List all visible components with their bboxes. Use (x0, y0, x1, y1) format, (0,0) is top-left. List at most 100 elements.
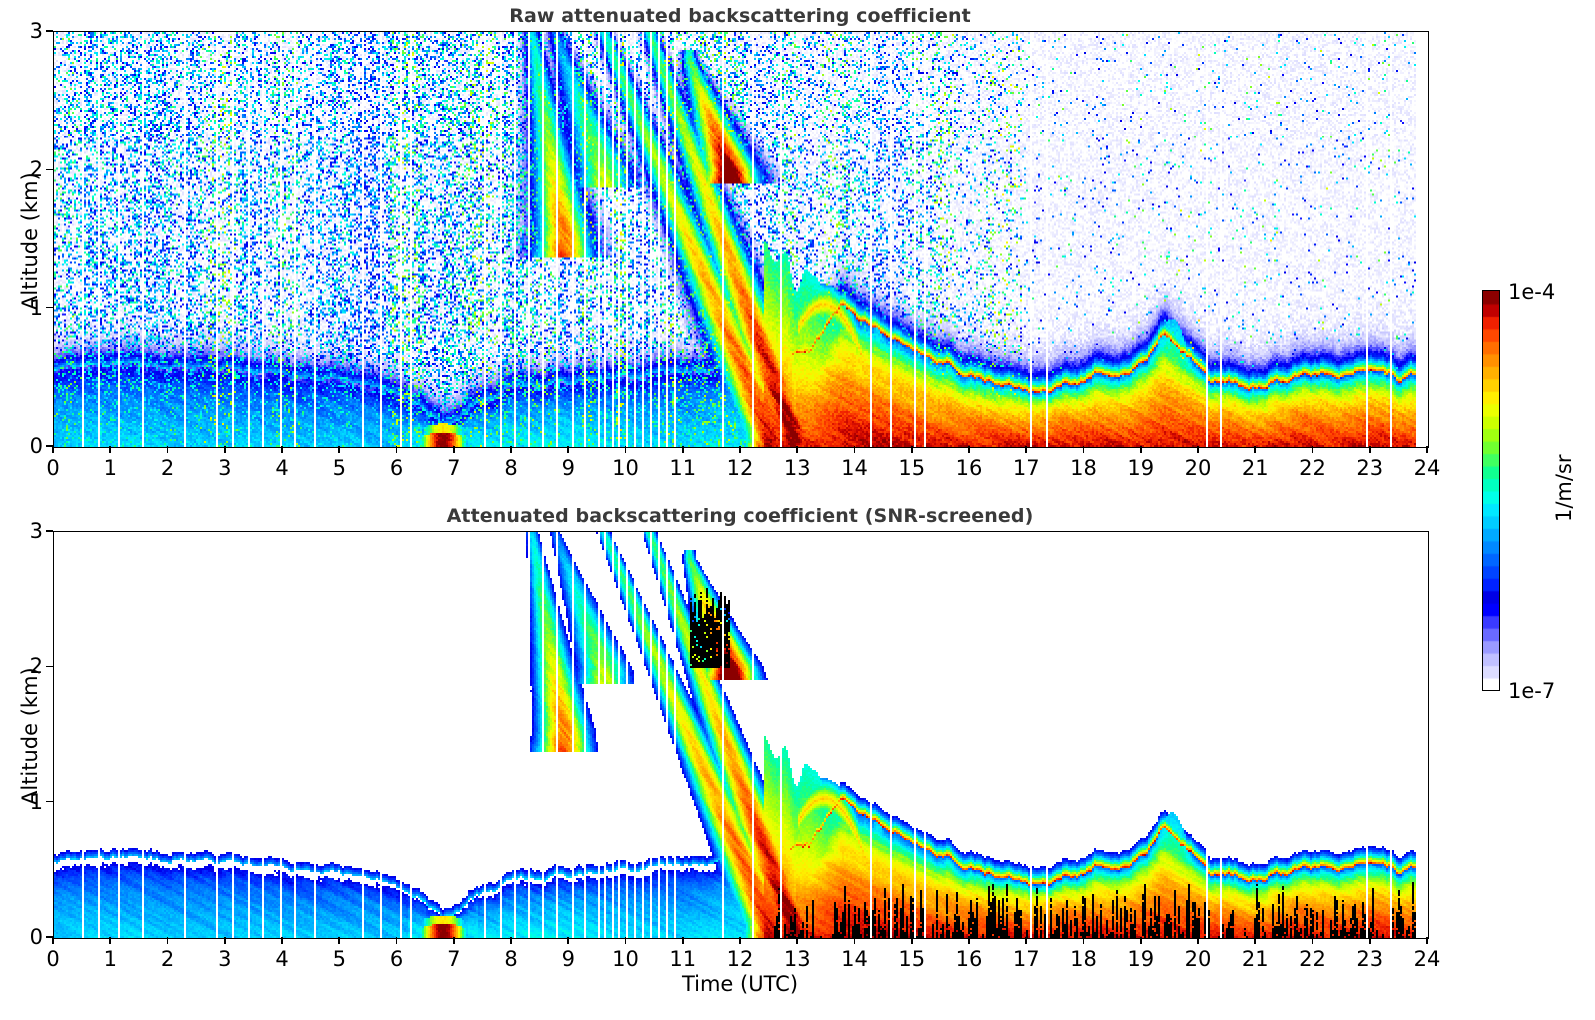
y-tick-label: 2 (29, 654, 43, 679)
y-tick (46, 530, 53, 532)
x-tick (1254, 446, 1257, 453)
x-tick (968, 937, 970, 944)
y-tick-label: 1 (29, 295, 43, 320)
y-tick-label: 1 (29, 789, 43, 814)
x-tick-label: 12 (726, 456, 754, 480)
x-tick-label: 4 (275, 947, 289, 971)
x-tick-label: 2 (160, 456, 175, 480)
x-tick (510, 446, 512, 453)
x-tick (166, 446, 169, 453)
x-tick (739, 446, 741, 453)
x-tick-label: 16 (955, 456, 983, 480)
x-tick (1311, 937, 1314, 944)
x-tick-label: 12 (726, 947, 754, 971)
x-tick-label: 11 (669, 947, 697, 971)
x-tick-label: 0 (46, 947, 60, 971)
x-tick (1025, 446, 1028, 453)
x-tick-label: 23 (1356, 456, 1384, 480)
x-tick (1254, 937, 1257, 944)
y-tick (46, 445, 53, 447)
y-axis-label-screened: Altitude (km) (18, 667, 42, 805)
x-tick-label: 2 (160, 947, 175, 971)
x-tick-label: 1 (103, 947, 117, 971)
x-tick-label: 3 (218, 947, 232, 971)
x-tick (452, 937, 455, 944)
x-tick-label: 21 (1241, 947, 1269, 971)
x-tick (681, 446, 684, 453)
x-tick (739, 937, 741, 944)
x-tick (109, 937, 112, 944)
x-tick-label: 5 (332, 456, 346, 480)
x-tick (338, 446, 341, 453)
x-tick (1139, 446, 1142, 453)
colorbar-gradient (1483, 291, 1499, 690)
x-tick-label: 20 (1184, 456, 1212, 480)
plot-area-raw[interactable] (53, 31, 1429, 448)
x-tick-label: 24 (1413, 456, 1441, 480)
x-tick-label: 8 (504, 947, 518, 971)
x-tick-label: 24 (1413, 947, 1441, 971)
x-tick (338, 937, 341, 944)
x-tick-label: 5 (332, 947, 346, 971)
x-tick-label: 0 (46, 456, 60, 480)
x-tick (1311, 446, 1314, 453)
x-tick-label: 7 (447, 947, 461, 971)
x-tick-label: 13 (783, 456, 811, 480)
x-tick-label: 11 (669, 456, 697, 480)
y-axis-label-raw: Altitude (km) (18, 172, 42, 310)
panel-title-screened: Attenuated backscattering coefficient (S… (446, 505, 1034, 527)
x-tick-label: 20 (1184, 947, 1212, 971)
x-tick (52, 446, 54, 453)
x-tick (395, 937, 398, 944)
colorbar-min-label: 1e-7 (1508, 679, 1556, 703)
x-tick (567, 937, 570, 944)
x-tick (510, 937, 512, 944)
x-tick (452, 446, 455, 453)
x-tick (1426, 446, 1428, 453)
x-tick-label: 6 (389, 947, 404, 971)
x-tick-label: 15 (898, 947, 926, 971)
x-tick-label: 10 (612, 947, 639, 971)
x-tick (1082, 937, 1085, 944)
x-tick (624, 937, 627, 944)
y-tick-label: 0 (29, 434, 43, 458)
y-tick-label: 2 (29, 157, 43, 182)
x-tick-label: 9 (561, 456, 575, 480)
colorbar[interactable] (1482, 290, 1500, 691)
heatmap-canvas-raw (54, 32, 1428, 447)
heatmap-canvas-screened (54, 532, 1428, 938)
panel-title-raw: Raw attenuated backscattering coefficien… (509, 5, 971, 27)
x-tick-label: 4 (275, 456, 289, 480)
plot-area-screened[interactable] (53, 531, 1429, 939)
y-tick (46, 306, 53, 309)
y-tick (46, 168, 53, 171)
x-tick-label: 22 (1299, 947, 1326, 971)
x-tick (1368, 937, 1371, 944)
colorbar-unit-label: 1/m/sr (1552, 454, 1576, 522)
x-tick (166, 937, 169, 944)
x-tick-label: 19 (1127, 456, 1155, 480)
x-tick-label: 21 (1241, 456, 1269, 480)
x-tick-label: 23 (1356, 947, 1384, 971)
x-tick-label: 14 (841, 456, 868, 480)
y-tick (46, 30, 53, 32)
x-tick (1368, 446, 1371, 453)
x-tick-label: 8 (504, 456, 518, 480)
x-tick (624, 446, 627, 453)
x-tick (796, 446, 799, 453)
x-tick (1139, 937, 1142, 944)
x-tick-label: 16 (955, 947, 983, 971)
x-tick-label: 3 (218, 456, 232, 480)
x-tick (395, 446, 398, 453)
x-tick (223, 446, 226, 453)
x-tick (1197, 446, 1199, 453)
y-tick-label: 0 (29, 925, 43, 949)
x-tick (1082, 446, 1085, 453)
x-tick (968, 446, 970, 453)
x-tick (853, 937, 856, 944)
x-tick (223, 937, 226, 944)
x-tick (281, 446, 283, 453)
x-tick-label: 6 (389, 456, 404, 480)
y-tick (46, 936, 53, 938)
